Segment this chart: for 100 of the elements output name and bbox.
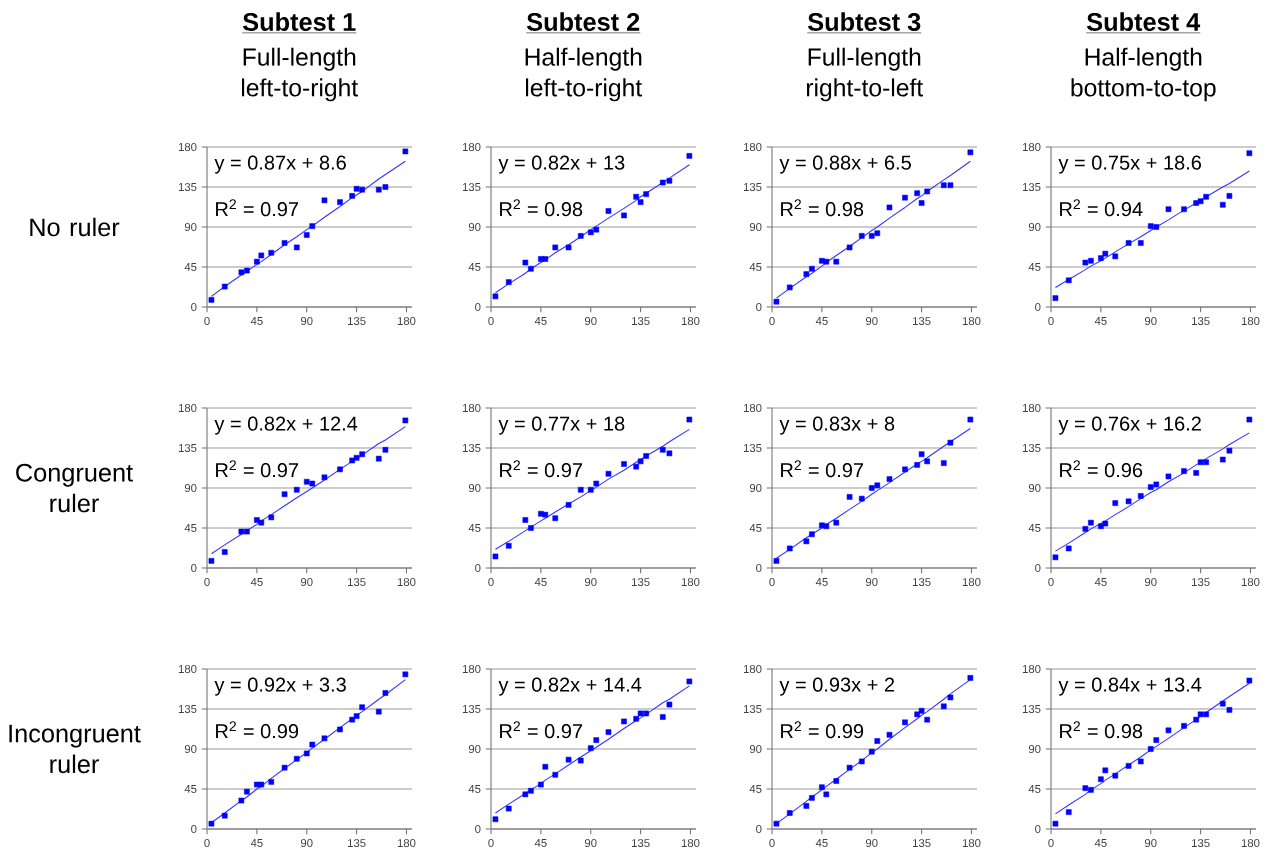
- y-tick-label: 135: [178, 444, 197, 453]
- x-tick-label: 0: [1048, 317, 1054, 326]
- point: [621, 212, 627, 219]
- point: [918, 200, 925, 206]
- annotation: y = 0.82x + 13: [498, 155, 625, 174]
- point: [293, 244, 300, 251]
- point: [605, 729, 612, 735]
- point: [773, 298, 780, 305]
- point: [528, 265, 534, 272]
- point: [1125, 498, 1132, 505]
- point: [382, 184, 389, 190]
- point: [914, 190, 920, 197]
- point: [505, 805, 512, 812]
- point: [254, 517, 260, 523]
- x-tick-label: 45: [534, 317, 547, 325]
- point: [353, 713, 360, 719]
- point: [621, 461, 627, 467]
- y-tick-label: 90: [468, 745, 481, 754]
- x-tick-label: 135: [1192, 578, 1210, 587]
- x-tick-label: 180: [397, 317, 416, 326]
- y-tick-label: 90: [184, 745, 197, 754]
- point: [528, 525, 534, 531]
- point: [382, 690, 389, 696]
- chart-title: Subtest 1: [242, 12, 356, 31]
- x-tick-label: 0: [1048, 839, 1054, 848]
- point: [1098, 255, 1104, 261]
- annotation: R$^{2}$ = 0.97: [216, 199, 299, 217]
- point: [221, 812, 228, 819]
- point: [902, 194, 908, 201]
- point: [1088, 787, 1094, 793]
- point: [786, 284, 793, 291]
- point: [565, 502, 572, 508]
- x-tick-label: 45: [1094, 578, 1107, 586]
- point: [565, 756, 572, 763]
- point: [967, 675, 974, 681]
- x-tick-label: 45: [250, 578, 263, 586]
- point: [359, 186, 365, 193]
- point: [868, 485, 875, 491]
- y-tick-label: 135: [462, 444, 481, 453]
- point: [1082, 785, 1089, 791]
- point: [868, 748, 875, 755]
- y-tick-label: 90: [749, 222, 762, 231]
- point: [303, 232, 310, 238]
- y-tick-label: 180: [178, 404, 197, 413]
- point: [819, 522, 825, 529]
- point: [803, 271, 810, 277]
- point: [823, 523, 830, 530]
- point: [773, 820, 780, 827]
- point: [281, 491, 288, 498]
- x-tick-label: 90: [1144, 317, 1157, 326]
- point: [1102, 250, 1109, 257]
- point: [1219, 201, 1226, 208]
- x-tick-label: 90: [865, 839, 878, 848]
- point: [1197, 459, 1204, 466]
- y-tick-label: 45: [468, 785, 481, 793]
- point: [258, 781, 265, 788]
- point: [1153, 737, 1160, 743]
- point: [637, 199, 644, 205]
- y-tick-label: 135: [743, 444, 762, 453]
- point: [375, 455, 382, 462]
- y-tick-label: 180: [462, 143, 481, 151]
- x-tick-label: 90: [1144, 578, 1157, 587]
- point: [309, 223, 316, 229]
- y-tick-label: 45: [749, 524, 762, 532]
- point: [244, 528, 250, 535]
- y-tick-label: 180: [1022, 143, 1041, 151]
- point: [947, 439, 954, 446]
- y-tick-label: 0: [756, 825, 762, 834]
- point: [886, 476, 893, 482]
- point: [208, 297, 215, 303]
- annotation: y = 0.82x + 12.4: [214, 416, 358, 435]
- point: [1082, 526, 1089, 532]
- point: [349, 716, 355, 723]
- annotation: R$^{2}$ = 0.97: [500, 721, 583, 739]
- point: [593, 226, 600, 233]
- point: [1112, 772, 1119, 779]
- point: [858, 233, 865, 239]
- y-tick-label: 0: [191, 302, 197, 311]
- annotation: R$^{2}$ = 0.97: [781, 460, 864, 478]
- x-tick-label: 180: [962, 317, 981, 326]
- point: [1219, 700, 1226, 707]
- x-tick-label: 180: [962, 839, 981, 848]
- point: [208, 558, 215, 564]
- y-tick-label: 90: [468, 484, 481, 492]
- x-tick-label: 45: [534, 578, 547, 586]
- annotation: R$^{2}$ = 0.97: [500, 460, 583, 478]
- point: [659, 714, 666, 720]
- chart-subtitle: Half-length bottom-to-top: [1071, 47, 1216, 102]
- point: [809, 265, 815, 272]
- point: [1065, 809, 1072, 815]
- point: [773, 558, 780, 564]
- point: [1193, 200, 1199, 206]
- y-tick-label: 45: [1028, 785, 1041, 793]
- point: [1137, 758, 1144, 765]
- point: [666, 450, 673, 457]
- x-tick-label: 180: [1241, 317, 1260, 326]
- y-tick-label: 0: [191, 564, 197, 572]
- x-tick-label: 90: [865, 578, 878, 587]
- point: [605, 470, 612, 477]
- point: [492, 293, 499, 300]
